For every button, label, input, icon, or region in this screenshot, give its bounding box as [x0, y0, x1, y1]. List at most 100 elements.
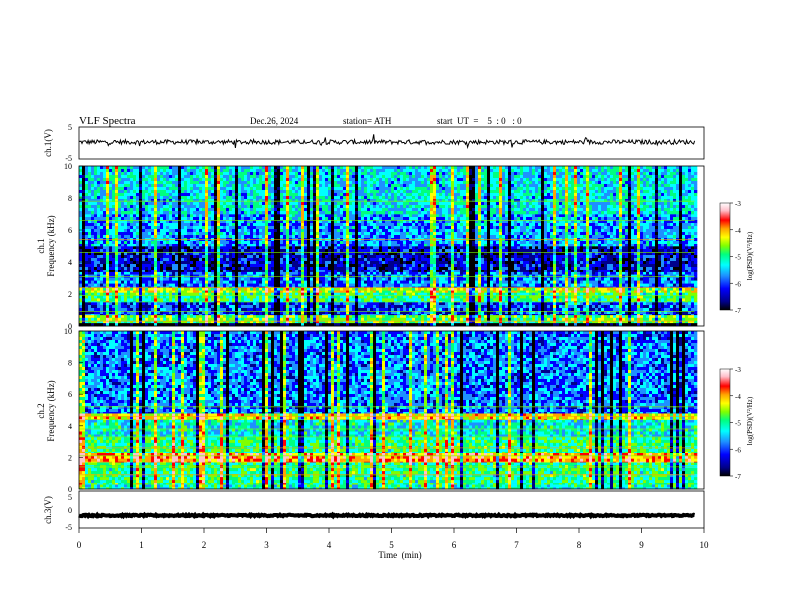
ch1-spectrogram-cell-1312 [307, 305, 310, 308]
ch1-spectrogram-cell-700 [325, 318, 328, 321]
ch1-spectrogram-cell-1218 [643, 302, 646, 305]
ch1-spectrogram-cell-1585 [508, 308, 511, 311]
ch1-spectrogram-cell-2765 [340, 301, 343, 302]
ch1-spectrogram-cell-419 [100, 315, 103, 318]
ch1-spectrogram-cell-2763 [334, 301, 337, 302]
ch1-spectrogram-cell-2665 [658, 298, 661, 301]
ch1-spectrogram-cell-1513 [292, 308, 295, 311]
ch1-spectrogram-cell-2852 [601, 301, 604, 302]
ch1-spectrogram-cell-1428 [655, 305, 658, 308]
ch1-spectrogram-cell-798 [619, 318, 622, 321]
ch1-spectrogram-cell-1039 [106, 302, 109, 305]
ch1-spectrogram-cell-1921 [280, 314, 283, 315]
ch1-spectrogram-cell-1857 [88, 314, 91, 315]
ch1-spectrogram-cell-617 [694, 315, 697, 318]
ch1-spectrogram-cell-1613 [592, 308, 595, 311]
ch1-spectrogram-cell-2705 [160, 301, 163, 302]
ch1-spectrogram-cell-413 [82, 315, 85, 318]
ch1-spectrogram-cell-712 [361, 318, 364, 321]
ch1-spectrogram-cell-1488 [217, 308, 220, 311]
ch1-spectrogram-cell-816 [673, 318, 676, 321]
ch1-spectrogram-cell-2772 [361, 301, 364, 302]
ch1-spectrogram-cell-1618 [607, 308, 610, 311]
ch1-spectrogram-cell-1971 [430, 314, 433, 315]
ch1-spectrogram-cell-1292 [247, 305, 250, 308]
ch1-spectrogram-cell-2514 [205, 298, 208, 301]
ch1-spectrogram-cell-1379 [508, 305, 511, 308]
ch1-spectrogram-cell-1199 [586, 302, 589, 305]
ch1-spectrogram-cell-1031 [82, 302, 85, 305]
ch1-spectrogram-cell-1910 [247, 314, 250, 315]
ch1-spectrogram-cell-1118 [343, 302, 346, 305]
ch1-spectrogram-cell-1200 [589, 302, 592, 305]
ch1-spectrogram-cell-686 [283, 318, 286, 321]
ch1-spectrogram-cell-2824 [517, 301, 520, 302]
ch1-spectrogram-cell-670 [235, 318, 238, 321]
ch1-spectrogram-cell-2513 [202, 298, 205, 301]
ch1-spectrogram-cell-2579 [400, 298, 403, 301]
ch1-spectrogram-cell-2736 [253, 301, 256, 302]
ch1-spectrogram-cell-648 [169, 318, 172, 321]
ch1-spectrogram-cell-1193 [568, 302, 571, 305]
ch1-spectrogram-cell-696 [313, 318, 316, 321]
ch1-spectrogram-cell-2869 [652, 301, 655, 302]
ch1-spectrogram-cell-767 [526, 318, 529, 321]
ch1-spectrogram-cell-1630 [643, 308, 646, 311]
ch1-spectrogram-cell-2825 [520, 301, 523, 302]
ch1-spectrogram-cell-2531 [256, 298, 259, 301]
ch1-spectrogram-cell-1479 [190, 308, 193, 311]
ch1-spectrogram-cell-1876 [145, 314, 148, 315]
ch1-spectrogram-cell-1967 [418, 314, 421, 315]
ch1-spectrogram-cell-2508 [187, 298, 190, 301]
ch1-spectrogram-cell-1210 [619, 302, 622, 305]
ch1-spectrogram-cell-1278 [205, 305, 208, 308]
ch1-spectrogram-cell-703 [334, 318, 337, 321]
ch1-spectrogram-cell-2743 [274, 301, 277, 302]
ch1-spectrogram-cell-1123 [358, 302, 361, 305]
ch1-spectrogram-cell-544 [475, 315, 478, 318]
ch1-spectrogram-cell-2631 [556, 298, 559, 301]
ch1-spectrogram-cell-2661 [646, 298, 649, 301]
ch1-spectrogram-cell-1411 [604, 305, 607, 308]
ch1-spectrogram-cell-1640 [673, 308, 676, 311]
ch1-spectrogram-cell-645 [160, 318, 163, 321]
ch1-spectrogram-cell-2812 [481, 301, 484, 302]
ch1-spectrogram-cell-2816 [493, 301, 496, 302]
ch1-spectrogram-cell-823 [694, 318, 697, 321]
ch1-spectrogram-cell-1396 [559, 305, 562, 308]
ch1-spectrogram-cell-2566 [361, 298, 364, 301]
ch1-spectrogram-cell-1999 [514, 314, 517, 315]
ch1-spectrogram-cell-1315 [316, 305, 319, 308]
ch1-spectrogram-cell-1997 [508, 314, 511, 315]
ch1-spectrogram-cell-2794 [427, 301, 430, 302]
ch1-spectrogram-cell-454 [205, 315, 208, 318]
ch1-spectrogram-cell-2014 [559, 314, 562, 315]
ch1-spectrogram-cell-2813 [484, 301, 487, 302]
ch1-spectrogram-cell-1606 [571, 308, 574, 311]
ch1-spectrogram-cell-2771 [358, 301, 361, 302]
ch1-spectrogram-cell-2692 [121, 301, 124, 302]
ch1-spectrogram-cell-1557 [424, 308, 427, 311]
ch1-spectrogram-cell-2837 [556, 301, 559, 302]
ch1-spectrogram-cell-584 [595, 315, 598, 318]
ch1-spectrogram-cell-1996 [505, 314, 508, 315]
ch1-spectrogram-cell-723 [394, 318, 397, 321]
ch1-spectrogram-cell-2638 [577, 298, 580, 301]
ch1-spectrogram-cell-1114 [331, 302, 334, 305]
ch1-spectrogram-cell-2870 [655, 301, 658, 302]
ch1-spectrogram-cell-1531 [346, 308, 349, 311]
ch1-spectrogram-cell-1980 [457, 314, 460, 315]
ch1-spectrogram-cell-1233 [688, 302, 691, 305]
ch1-spectrogram-cell-437 [154, 315, 157, 318]
ch1-spectrogram-cell-530 [433, 315, 436, 318]
ch1-spectrogram-cell-2668 [667, 298, 670, 301]
ch1-spectrogram-cell-1197 [580, 302, 583, 305]
ch1-spectrogram-cell-693 [304, 318, 307, 321]
ch1-spectrogram-cell-2503 [172, 298, 175, 301]
ch1-spectrogram-cell-2034 [619, 314, 622, 315]
ch1-spectrogram-cell-575 [568, 315, 571, 318]
ch1-spectrogram-cell-2745 [280, 301, 283, 302]
ch1-spectrogram-cell-821 [688, 318, 691, 321]
ch1-spectrogram-cell-416 [91, 315, 94, 318]
ch1-spectrogram-cell-1062 [175, 302, 178, 305]
